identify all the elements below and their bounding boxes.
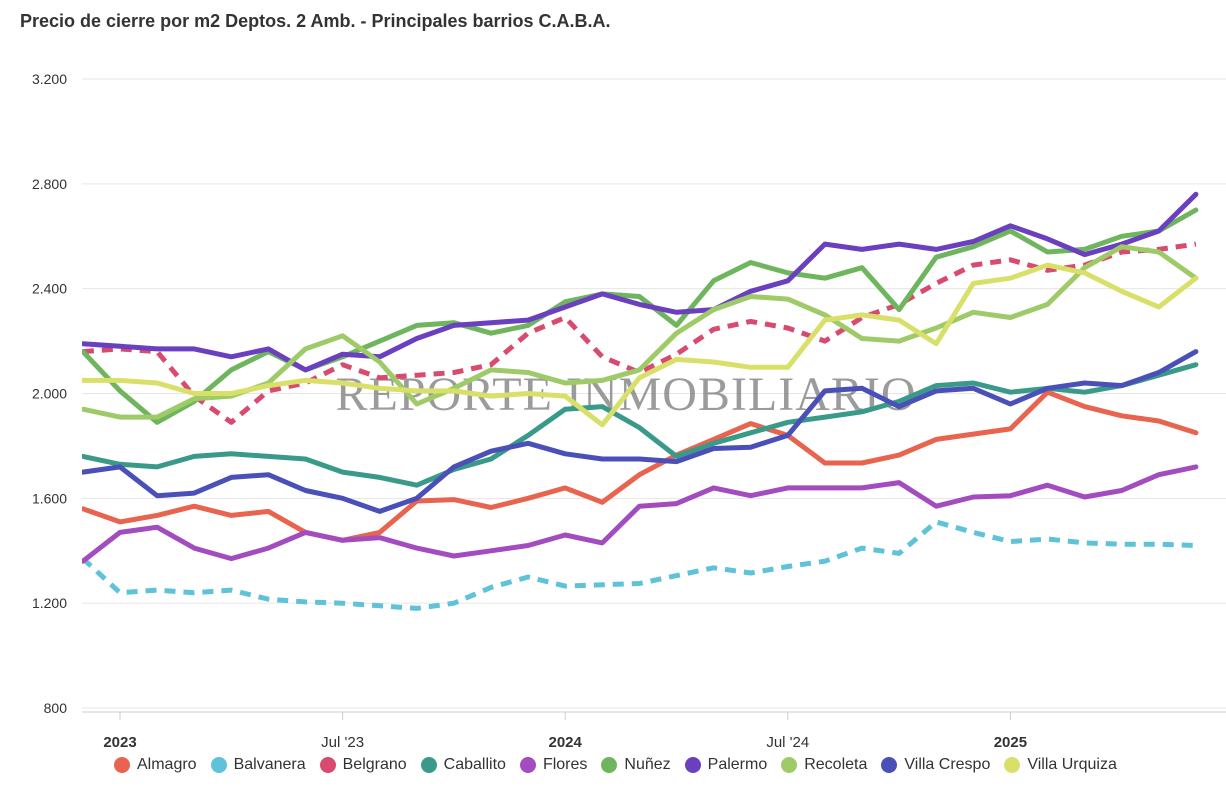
legend-label: Palermo <box>707 756 768 773</box>
legend-label: Almagro <box>137 756 197 773</box>
legend-item-caballito[interactable]: Caballito <box>420 756 506 774</box>
x-tick-label: 2023 <box>103 734 136 751</box>
legend-label: Villa Crespo <box>904 756 991 773</box>
series-line-belgrano[interactable] <box>82 241 1197 425</box>
legend-item-villa-crespo[interactable]: Villa Crespo <box>881 756 990 774</box>
legend-item-almagro[interactable]: Almagro <box>114 756 197 774</box>
x-tick-label: Jul '23 <box>321 734 364 751</box>
y-tick-label: 800 <box>44 700 68 716</box>
legend-label: Belgrano <box>342 756 407 773</box>
y-tick-label: 2.800 <box>32 176 67 192</box>
legend-label: Villa Urquiza <box>1027 756 1117 773</box>
legend-item-flores[interactable]: Flores <box>519 756 588 774</box>
legend-label: Recoleta <box>804 756 868 773</box>
legend-dot-icon <box>601 757 618 773</box>
series-line-caballito[interactable] <box>82 362 1199 488</box>
series-line-balvanera[interactable] <box>82 519 1196 611</box>
axis-layer: 800 1.200 1.600 2.000 2.400 2.800 3.200 2023 Jul… <box>32 71 1226 751</box>
series-line-palermo[interactable] <box>82 191 1199 373</box>
chart-title: Precio de cierre por m2 Deptos. 2 Amb. -… <box>20 11 611 31</box>
legend-dot-icon <box>319 757 336 773</box>
legend-dot-icon <box>519 757 536 773</box>
legend-label: Caballito <box>443 756 506 773</box>
legend-dot-icon <box>420 757 437 773</box>
x-tick-label: 2024 <box>549 734 583 751</box>
y-tick-label: 2.400 <box>32 281 67 297</box>
legend-label: Nuñez <box>624 756 671 773</box>
series-line-almagro[interactable] <box>82 389 1199 543</box>
y-tick-label: 1.200 <box>32 595 67 611</box>
y-tick-label: 3.200 <box>32 71 67 87</box>
legend-label: Flores <box>542 756 588 773</box>
y-tick-label: 2.000 <box>32 386 67 402</box>
legend-dot-icon <box>1004 757 1021 773</box>
legend-dot-icon <box>881 757 898 773</box>
legend: Almagro Balvanera Belgrano Caballito Flores N… <box>114 756 1117 774</box>
legend-item-villa-urquiza[interactable]: Villa Urquiza <box>1004 756 1117 774</box>
series-line-villa-urquiza[interactable] <box>82 262 1199 428</box>
legend-dot-icon <box>781 757 798 773</box>
legend-item-recoleta[interactable]: Recoleta <box>781 756 867 774</box>
legend-dot-icon <box>684 757 701 773</box>
x-tick-label: 2025 <box>994 734 1027 751</box>
series-line-flores[interactable] <box>82 464 1199 564</box>
legend-item-nunez[interactable]: Nuñez <box>601 756 671 774</box>
legend-dot-icon <box>114 757 130 773</box>
legend-item-belgrano[interactable]: Belgrano <box>319 756 407 774</box>
series-layer <box>82 191 1199 611</box>
legend-item-palermo[interactable]: Palermo <box>684 756 768 774</box>
legend-dot-icon <box>210 757 227 773</box>
legend-item-balvanera[interactable]: Balvanera <box>210 756 306 774</box>
y-tick-label: 1.600 <box>32 490 67 506</box>
legend-label: Balvanera <box>233 756 306 773</box>
series-line-villa-crespo[interactable] <box>82 349 1199 514</box>
x-tick-label: Jul '24 <box>766 734 809 751</box>
series-line-recoleta[interactable] <box>82 244 1199 420</box>
